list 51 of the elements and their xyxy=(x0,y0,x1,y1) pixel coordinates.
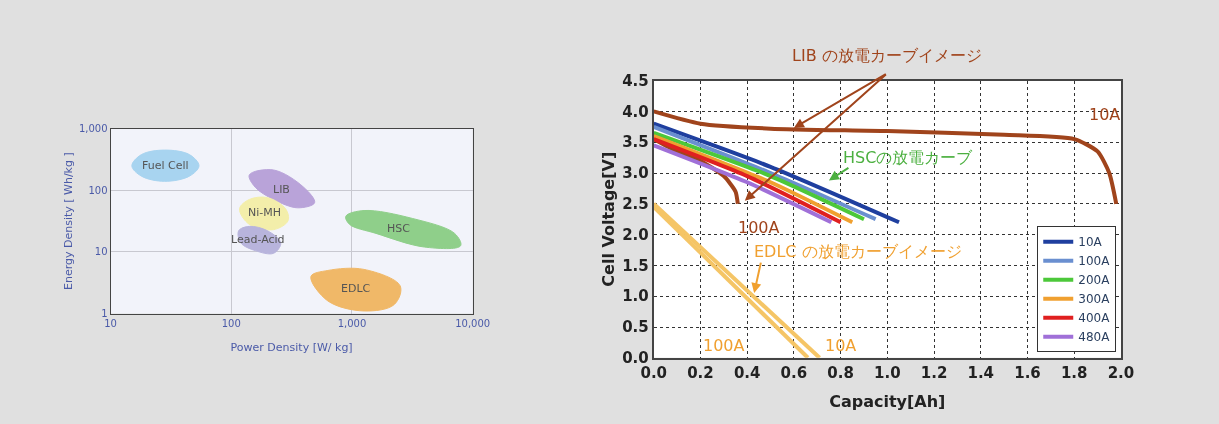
annotation: 10A xyxy=(1089,105,1121,124)
legend-label: 100A xyxy=(1078,254,1111,269)
x-tick-label: 1.8 xyxy=(1060,363,1088,382)
legend-label: 200A xyxy=(1078,273,1111,288)
y-tick-label: 100 xyxy=(88,184,108,196)
x-tick-label: 1,000 xyxy=(337,317,367,329)
y-tick-label: 4.5 xyxy=(622,71,649,90)
y-tick-label: 4.0 xyxy=(622,102,649,121)
series-label: LIB xyxy=(273,183,290,196)
x-tick-label: 0.4 xyxy=(733,363,761,382)
annotation: 100A xyxy=(703,336,745,355)
x-axis-title: Power Density [W/ kg] xyxy=(230,340,353,354)
annotation: 100A xyxy=(738,218,780,237)
y-tick-label: 0.5 xyxy=(622,318,649,337)
x-tick-label: 1.6 xyxy=(1014,363,1041,382)
legend-label: 400A xyxy=(1078,311,1111,326)
x-tick-label: 1.0 xyxy=(874,363,901,382)
x-tick-label: 0.0 xyxy=(640,363,668,382)
x-tick-label: 0.8 xyxy=(827,363,854,382)
x-tick-label: 2.0 xyxy=(1107,363,1135,382)
legend-label: 300A xyxy=(1078,292,1111,307)
y-tick-label: 10 xyxy=(94,246,108,258)
annotation: EDLC の放電カーブイメージ xyxy=(754,242,962,261)
x-tick-label: 1.4 xyxy=(967,363,995,382)
y-tick-label: 1 xyxy=(101,308,108,320)
annotation: 10A xyxy=(825,336,857,355)
y-tick-label: 1.0 xyxy=(622,287,649,306)
series-label: Lead-Acid xyxy=(231,233,285,246)
series-label: HSC xyxy=(387,222,411,235)
y-axis-title: Cell Voltage[V] xyxy=(598,151,618,287)
y-tick-label: 2.5 xyxy=(622,195,649,214)
y-tick-label: 3.0 xyxy=(622,164,649,183)
x-axis-title: Capacity[Ah] xyxy=(829,392,946,411)
series-label: EDLC xyxy=(341,282,371,295)
legend-label: 10A xyxy=(1078,235,1103,250)
y-tick-label: 1.5 xyxy=(622,256,649,275)
x-tick-label: 10,000 xyxy=(455,317,491,329)
annotation: LIB の放電カーブイメージ xyxy=(792,46,982,65)
y-tick-label: 3.5 xyxy=(622,133,649,152)
series-label: Fuel Cell xyxy=(142,159,189,172)
x-tick-label: 10 xyxy=(104,317,117,329)
series-label: Ni-MH xyxy=(248,206,282,219)
y-tick-label: 2.0 xyxy=(622,225,649,244)
x-tick-label: 100 xyxy=(221,317,241,329)
x-tick-label: 0.6 xyxy=(780,363,808,382)
y-axis-title: Energy Density [ Wh/kg ] xyxy=(61,152,75,291)
y-tick-label: 1,000 xyxy=(78,123,108,135)
annotation: HSCの放電カーブ xyxy=(843,148,974,167)
x-tick-label: 1.2 xyxy=(920,363,948,382)
x-tick-label: 0.2 xyxy=(687,363,714,382)
legend-label: 480A xyxy=(1078,330,1111,345)
